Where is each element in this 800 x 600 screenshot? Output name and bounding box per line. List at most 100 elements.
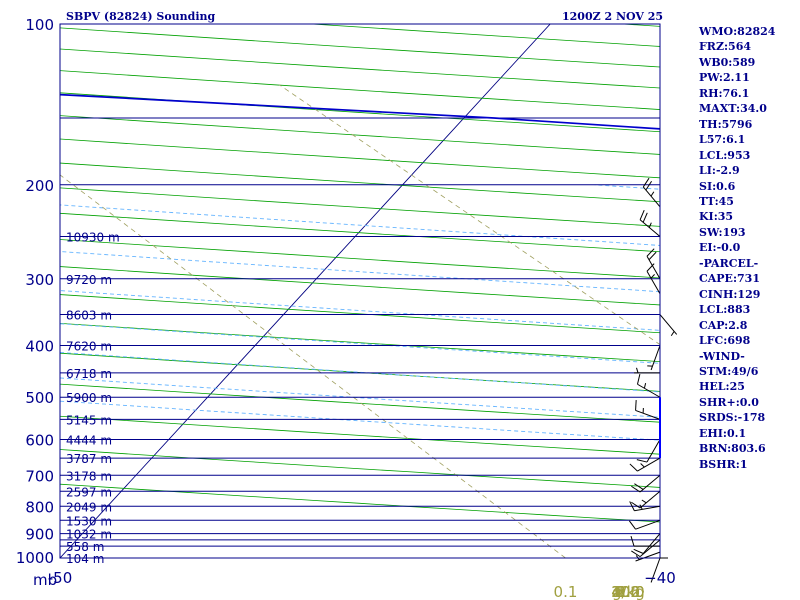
index-item: TH:5796 bbox=[699, 117, 753, 131]
height-label: 558 m bbox=[66, 540, 104, 554]
wind-barb bbox=[642, 177, 661, 208]
height-label: 6718 m bbox=[66, 367, 112, 381]
height-label: 104 m bbox=[66, 552, 104, 566]
wind-barb bbox=[647, 557, 661, 583]
mixing-ratio-tick-label: 0.1 bbox=[554, 583, 578, 600]
height-label: 2597 m bbox=[66, 485, 112, 499]
plot-frame bbox=[59, 23, 668, 559]
mixing-ratio-tick-label: 10.0 bbox=[611, 583, 644, 600]
index-item: STM:49/6 bbox=[699, 364, 759, 378]
pressure-label: 600 bbox=[25, 432, 54, 450]
index-item: TT:45 bbox=[699, 194, 734, 208]
wind-barb bbox=[630, 535, 660, 547]
mixing-ratio-unit: g/kg bbox=[612, 583, 645, 600]
dry-adiabat-line bbox=[60, 70, 660, 110]
isobar-lines bbox=[60, 24, 660, 558]
mixing-ratio-tick-label: 0.2 bbox=[616, 583, 640, 600]
wind-barb bbox=[631, 539, 661, 558]
height-label: 7620 m bbox=[66, 340, 112, 354]
moist-adiabat-line bbox=[60, 400, 660, 441]
mixing-ratio-tick-label: 3.0 bbox=[616, 583, 640, 600]
wind-barb bbox=[659, 314, 678, 337]
height-label: 3787 m bbox=[66, 452, 112, 466]
dry-adiabat-line bbox=[60, 352, 660, 392]
index-item: LCL:883 bbox=[699, 303, 751, 317]
wind-barb bbox=[647, 345, 661, 371]
dry-adiabat-line bbox=[60, 212, 660, 253]
height-label: 5145 m bbox=[66, 413, 112, 427]
sounding-time: 1200Z 2 NOV 25 bbox=[562, 10, 663, 23]
dry-adiabat-line bbox=[60, 92, 660, 133]
sounding-series bbox=[60, 93, 660, 130]
dry-adiabat-line bbox=[60, 48, 660, 89]
moist-adiabat-line bbox=[60, 377, 660, 418]
wind-barb bbox=[636, 439, 661, 463]
stability-indices-panel: WMO:82824 FRZ:564 WB0:589 PW:2.11 RH:76.1 MAX… bbox=[699, 24, 775, 472]
moist-adiabat-line bbox=[60, 323, 660, 364]
height-label: 3178 m bbox=[66, 469, 112, 483]
dry-adiabat-line bbox=[60, 415, 660, 455]
index-item: CINH:129 bbox=[699, 287, 761, 301]
index-item: LCL:953 bbox=[699, 148, 751, 162]
temperature-tick-label: −40 bbox=[644, 569, 676, 587]
dry-adiabat-line bbox=[60, 383, 660, 423]
index-item: WB0:589 bbox=[699, 55, 756, 69]
height-label: 2049 m bbox=[66, 500, 112, 514]
mixing-ratio-tick-label: 30.0 bbox=[611, 583, 644, 600]
index-item: SRDS:-178 bbox=[699, 411, 766, 425]
dry-adiabat-line bbox=[60, 187, 660, 227]
dry-adiabat-line bbox=[60, 294, 660, 334]
height-label: 1530 m bbox=[66, 514, 112, 528]
dry-adiabat-line bbox=[60, 266, 660, 306]
pressure-label: 700 bbox=[25, 467, 54, 485]
moist-adiabat-lines bbox=[60, 184, 660, 441]
isotherm-line bbox=[60, 24, 551, 558]
mixing-ratio-tick-label: 40.0 bbox=[611, 583, 644, 600]
pressure-label: 800 bbox=[25, 498, 54, 516]
index-item: HEL:25 bbox=[699, 380, 745, 394]
plot-border bbox=[59, 23, 661, 559]
dry-adiabat-line bbox=[60, 322, 660, 362]
index-item: EHI:0.1 bbox=[699, 426, 747, 440]
dry-adiabat-lines bbox=[60, 24, 660, 523]
dry-adiabat-line bbox=[60, 115, 660, 155]
pressure-label: 100 bbox=[25, 16, 54, 34]
mixing-ratio-tick-label: 0.6 bbox=[616, 583, 640, 600]
parcel-trace bbox=[60, 93, 660, 130]
moist-adiabat-line bbox=[60, 204, 660, 246]
pressure-label: 300 bbox=[25, 271, 54, 289]
dry-adiabat-line bbox=[60, 162, 660, 203]
wind-barb bbox=[628, 519, 661, 530]
mixing-ratio-tick-label: 2.0 bbox=[616, 583, 640, 600]
index-item: -WIND- bbox=[699, 349, 745, 363]
isotherm-lines bbox=[60, 24, 660, 558]
height-label: 9720 m bbox=[66, 273, 112, 287]
dry-adiabat-line bbox=[60, 27, 660, 68]
index-item: MAXT:34.0 bbox=[699, 102, 767, 116]
index-item: L57:6.1 bbox=[699, 133, 746, 147]
index-item: -PARCEL- bbox=[699, 256, 759, 270]
wind-barb bbox=[636, 373, 661, 398]
index-item: CAP:2.8 bbox=[699, 318, 748, 332]
dry-adiabat-line bbox=[60, 449, 660, 488]
dry-adiabat-line bbox=[60, 138, 660, 179]
index-item: SHR+:0.0 bbox=[699, 395, 759, 409]
index-item: FRZ:564 bbox=[699, 40, 752, 54]
dry-adiabat-line bbox=[60, 483, 660, 523]
wind-barb bbox=[646, 248, 661, 280]
wind-barb bbox=[629, 457, 661, 472]
wind-barb bbox=[631, 474, 661, 493]
index-item: LFC:698 bbox=[699, 334, 751, 348]
index-item: SW:193 bbox=[699, 225, 746, 239]
axis-labels: 100 200 300 400 500 600 700 800 900 1000 10930 m 97… bbox=[16, 16, 676, 600]
index-item: RH:76.1 bbox=[699, 86, 750, 100]
index-item: BSHR:1 bbox=[699, 457, 748, 471]
height-label: 5900 m bbox=[66, 391, 112, 405]
wind-barb bbox=[631, 490, 661, 509]
wind-barbs bbox=[628, 177, 678, 583]
pressure-label: 200 bbox=[25, 177, 54, 195]
index-item: EI:-0.0 bbox=[699, 241, 741, 255]
wind-barb bbox=[639, 210, 661, 237]
pressure-label: 1000 bbox=[16, 549, 54, 567]
